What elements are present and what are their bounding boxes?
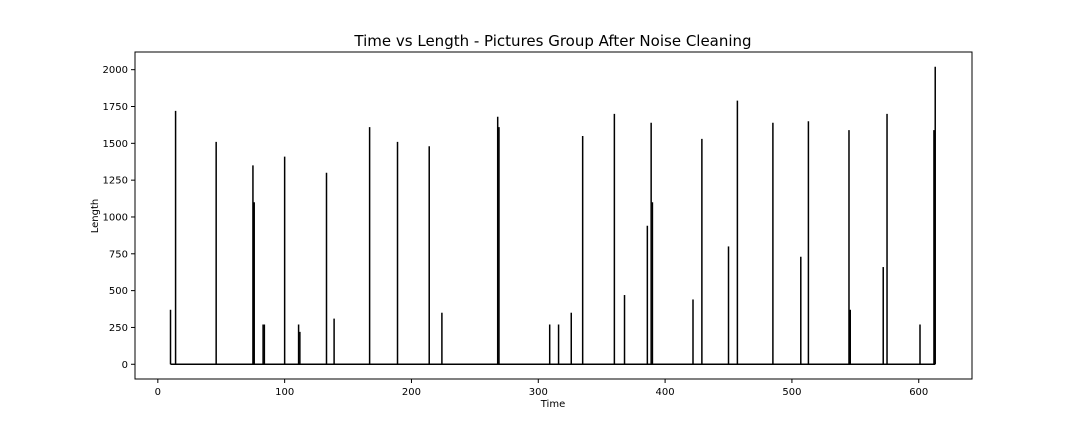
- x-tick-label: 500: [782, 387, 801, 398]
- plot-area: [169, 66, 936, 366]
- x-tick-label: 600: [909, 387, 928, 398]
- y-tick-label: 1500: [103, 139, 128, 150]
- y-tick-label: 1250: [103, 176, 128, 187]
- y-tick-label: 250: [109, 323, 128, 334]
- y-tick-label: 2000: [103, 65, 128, 76]
- y-tick-label: 750: [109, 249, 128, 260]
- x-tick-label: 0: [155, 387, 161, 398]
- x-axis-label: Time: [540, 399, 565, 410]
- chart-title: Time vs Length - Pictures Group After No…: [353, 32, 751, 50]
- x-tick-label: 400: [656, 387, 675, 398]
- x-tick-label: 100: [275, 387, 294, 398]
- y-tick-label: 0: [122, 360, 128, 371]
- y-tick-label: 1000: [103, 212, 128, 223]
- y-axis-label: Length: [90, 199, 101, 234]
- x-tick-label: 200: [402, 387, 421, 398]
- x-tick-label: 300: [529, 387, 548, 398]
- y-tick-label: 500: [109, 286, 128, 297]
- y-axis: 0 250 500 750 1000 1250 1500 1750 2000: [103, 65, 135, 371]
- x-axis: 0 100 200 300 400 500 600: [155, 379, 928, 398]
- plot-frame: [134, 51, 973, 380]
- y-tick-label: 1750: [103, 102, 128, 113]
